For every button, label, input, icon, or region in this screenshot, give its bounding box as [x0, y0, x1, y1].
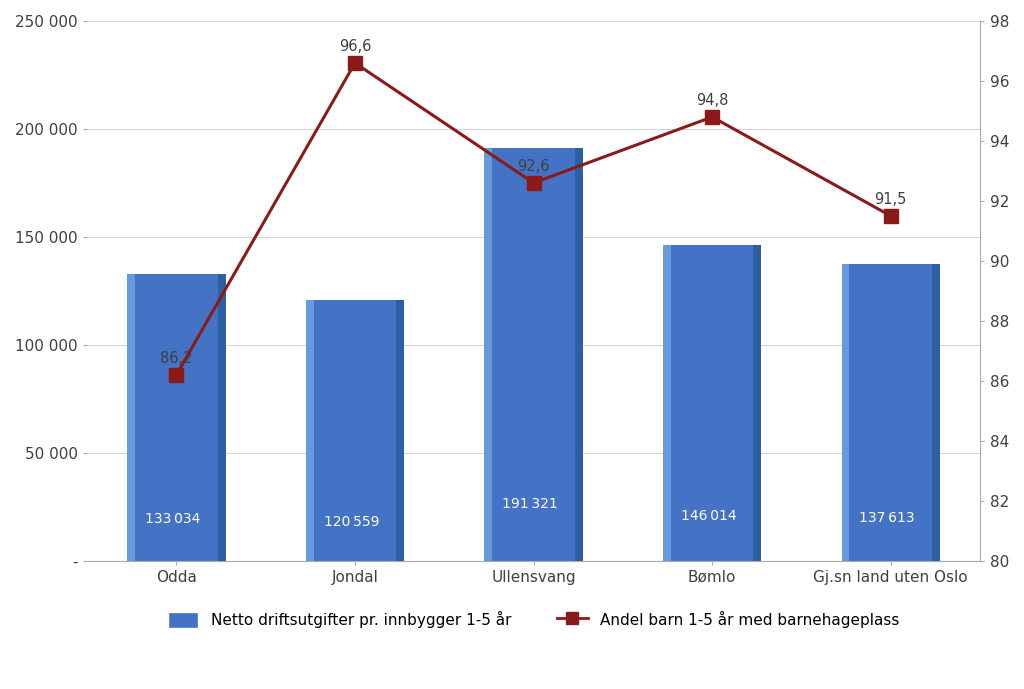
Bar: [484, 147, 493, 561]
Bar: [842, 264, 850, 561]
Bar: [754, 245, 761, 561]
Bar: [218, 274, 225, 561]
Bar: [932, 264, 940, 561]
Text: 96,6: 96,6: [339, 39, 371, 54]
Text: 191 321: 191 321: [502, 497, 558, 511]
Text: 94,8: 94,8: [696, 93, 728, 108]
Text: 133 034: 133 034: [145, 512, 201, 526]
Text: 91,5: 91,5: [874, 192, 907, 207]
Bar: [663, 245, 761, 561]
Bar: [306, 300, 313, 561]
Bar: [484, 147, 583, 561]
Bar: [127, 274, 225, 561]
Text: 86,2: 86,2: [160, 351, 193, 366]
Text: 120 559: 120 559: [324, 515, 379, 529]
Text: 137 613: 137 613: [859, 511, 914, 525]
Bar: [574, 147, 583, 561]
Text: 146 014: 146 014: [681, 509, 736, 523]
Bar: [127, 274, 135, 561]
Bar: [842, 264, 940, 561]
Bar: [396, 300, 404, 561]
Text: 92,6: 92,6: [517, 159, 550, 174]
Legend: Netto driftsutgifter pr. innbygger 1-5 år, Andel barn 1-5 år med barnehageplass: Netto driftsutgifter pr. innbygger 1-5 å…: [162, 605, 905, 634]
Bar: [306, 300, 404, 561]
Bar: [663, 245, 671, 561]
